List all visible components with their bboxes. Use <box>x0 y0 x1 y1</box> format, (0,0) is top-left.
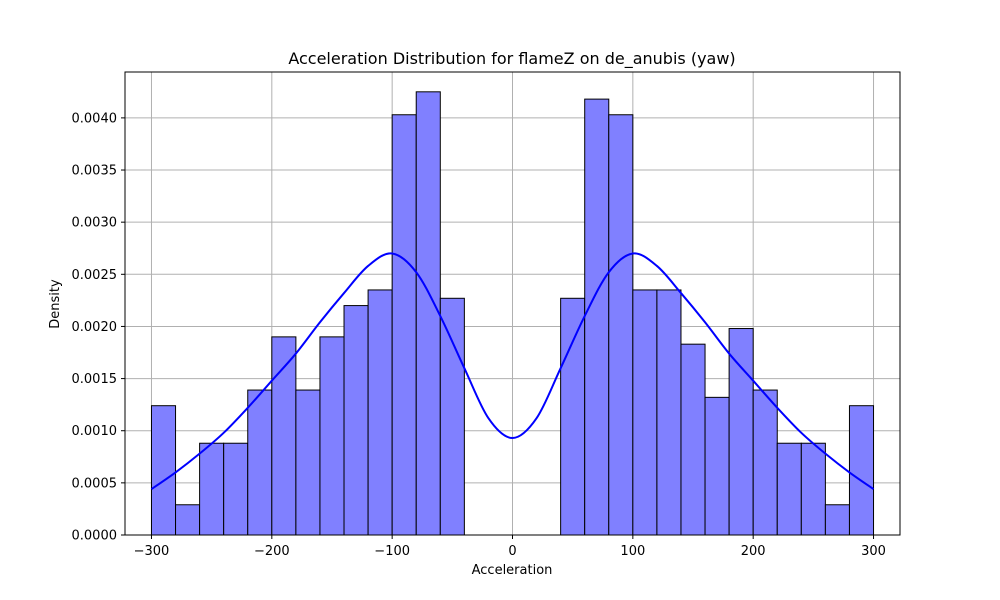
histogram-bar <box>608 114 634 536</box>
histogram-bar <box>247 389 273 536</box>
histogram-bar <box>680 343 706 536</box>
y-tick-label: 0.0040 <box>72 111 118 126</box>
kde-curve <box>150 252 875 490</box>
histogram-bar <box>824 504 850 536</box>
histogram-bar <box>150 405 177 536</box>
x-tick-label: −300 <box>134 544 170 559</box>
y-tick-label: 0.0010 <box>72 424 118 439</box>
histogram-bar <box>391 114 417 536</box>
histogram-bar <box>295 389 321 536</box>
histogram-bars <box>150 91 875 536</box>
histogram-bar <box>439 297 465 536</box>
x-tick-label: 200 <box>741 544 766 559</box>
histogram-bar <box>319 336 345 536</box>
histogram-bar <box>704 396 730 536</box>
y-axis-label: Density <box>48 279 63 329</box>
histogram-bar <box>800 442 826 536</box>
y-tick-label: 0.0030 <box>72 216 118 231</box>
y-tick-label: 0.0005 <box>72 476 118 491</box>
x-tick-label: −200 <box>254 544 290 559</box>
histogram-bar <box>175 504 201 536</box>
histogram-bar <box>776 442 802 536</box>
chart-title: Acceleration Distribution for flameZ on … <box>288 49 735 69</box>
y-tick-label: 0.0000 <box>72 529 118 544</box>
histogram-bar <box>728 328 754 536</box>
y-tick-label: 0.0025 <box>72 268 118 283</box>
histogram-bar <box>560 297 586 536</box>
x-axis-ticks: −300 −200 −100 0 100 200 300 <box>134 535 886 559</box>
histogram-bar <box>656 289 682 536</box>
x-tick-label: 100 <box>620 544 645 559</box>
histogram-bar <box>199 442 225 536</box>
histogram-bar <box>632 289 658 536</box>
y-tick-label: 0.0015 <box>72 372 118 387</box>
y-axis-ticks: 0.0000 0.0005 0.0010 0.0015 0.0020 0.0025 0.00… <box>72 111 125 544</box>
y-tick-label: 0.0035 <box>72 164 118 179</box>
histogram-bar <box>343 305 369 536</box>
y-tick-label: 0.0020 <box>72 320 118 335</box>
x-axis-label: Acceleration <box>472 563 553 578</box>
x-tick-label: −100 <box>374 544 410 559</box>
histogram-bar <box>752 389 778 536</box>
histogram-bar <box>848 405 875 536</box>
x-tick-label: 300 <box>861 544 886 559</box>
histogram-bar <box>223 442 249 536</box>
histogram-bar <box>584 98 610 536</box>
histogram-bar <box>367 289 393 536</box>
x-tick-label: 0 <box>508 544 516 559</box>
histogram-bar <box>415 91 441 536</box>
